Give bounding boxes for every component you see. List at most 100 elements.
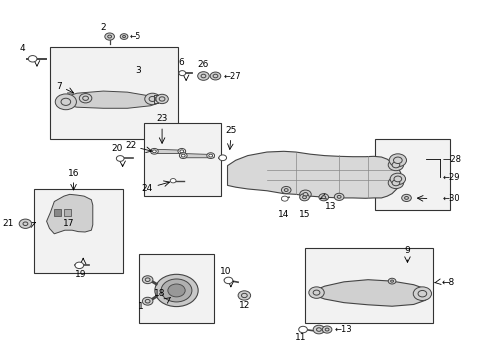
Text: 20: 20 [111, 144, 122, 153]
Circle shape [181, 154, 185, 157]
Bar [139, 253, 214, 323]
Bar [50, 47, 178, 139]
Text: 21: 21 [2, 219, 13, 228]
Text: ←13: ←13 [334, 325, 351, 334]
Circle shape [210, 72, 220, 80]
Circle shape [75, 262, 83, 269]
Circle shape [144, 93, 160, 105]
Circle shape [155, 274, 198, 307]
Circle shape [389, 173, 405, 185]
Text: ←5: ←5 [130, 32, 141, 41]
Circle shape [149, 96, 156, 102]
Circle shape [281, 186, 290, 194]
Bar [374, 139, 449, 211]
Circle shape [104, 33, 114, 40]
Text: —28: —28 [442, 155, 461, 164]
Bar [144, 123, 221, 196]
Text: 12: 12 [238, 301, 249, 310]
Text: 6: 6 [178, 58, 184, 67]
Circle shape [388, 154, 406, 167]
Circle shape [404, 197, 407, 199]
Circle shape [23, 222, 28, 226]
Polygon shape [312, 280, 426, 306]
Circle shape [159, 97, 164, 101]
Circle shape [387, 278, 395, 284]
Circle shape [401, 194, 410, 202]
Circle shape [417, 291, 426, 297]
Polygon shape [46, 194, 93, 234]
Circle shape [197, 72, 209, 80]
Circle shape [150, 148, 158, 154]
Text: 16: 16 [68, 169, 79, 178]
Circle shape [299, 194, 309, 201]
Text: 22: 22 [125, 141, 137, 150]
Circle shape [302, 196, 306, 199]
Text: 25: 25 [225, 126, 236, 135]
Circle shape [178, 148, 185, 154]
Circle shape [116, 156, 124, 161]
Circle shape [213, 74, 218, 78]
Text: ←8: ←8 [440, 278, 453, 287]
Text: 18: 18 [154, 289, 165, 298]
Circle shape [241, 293, 247, 298]
Circle shape [170, 179, 176, 183]
Circle shape [219, 155, 226, 161]
Circle shape [145, 278, 150, 282]
Circle shape [145, 300, 150, 303]
Bar [54, 209, 61, 216]
Polygon shape [66, 91, 157, 108]
Circle shape [312, 290, 319, 295]
Circle shape [79, 94, 92, 103]
Text: 1: 1 [138, 302, 143, 311]
Text: 23: 23 [156, 114, 167, 123]
Bar [64, 209, 70, 216]
Circle shape [156, 94, 168, 104]
Bar [305, 248, 432, 323]
Polygon shape [227, 151, 400, 198]
Circle shape [238, 291, 250, 300]
Text: 13: 13 [324, 202, 336, 211]
Text: 17: 17 [63, 219, 74, 228]
Circle shape [82, 96, 88, 100]
Text: ←29: ←29 [442, 173, 459, 182]
Text: 3: 3 [135, 66, 141, 75]
Circle shape [298, 326, 307, 333]
Text: 26: 26 [197, 60, 209, 69]
Circle shape [28, 55, 37, 62]
Circle shape [122, 36, 125, 38]
Circle shape [152, 150, 156, 153]
Text: 2: 2 [101, 23, 106, 32]
Circle shape [387, 177, 403, 189]
Circle shape [337, 195, 340, 198]
Circle shape [412, 287, 430, 301]
Circle shape [393, 176, 401, 182]
Polygon shape [151, 149, 185, 153]
Circle shape [391, 180, 399, 186]
Circle shape [61, 98, 70, 105]
Text: 4: 4 [20, 44, 25, 53]
Circle shape [316, 328, 321, 331]
Text: 7: 7 [56, 82, 62, 91]
Circle shape [179, 153, 187, 158]
Text: 14: 14 [278, 211, 289, 220]
Circle shape [322, 326, 331, 333]
Text: 10: 10 [220, 267, 231, 276]
Circle shape [201, 74, 205, 78]
Circle shape [390, 280, 393, 282]
Circle shape [179, 71, 185, 76]
Circle shape [393, 157, 401, 163]
Polygon shape [180, 153, 214, 158]
Bar [34, 189, 122, 273]
Circle shape [161, 279, 191, 302]
Circle shape [281, 196, 287, 201]
Circle shape [208, 154, 212, 157]
Circle shape [334, 193, 343, 201]
Circle shape [19, 219, 32, 228]
Circle shape [167, 284, 185, 297]
Circle shape [206, 153, 214, 158]
Text: 15: 15 [298, 211, 309, 220]
Circle shape [318, 194, 328, 201]
Circle shape [180, 150, 183, 153]
Text: 11: 11 [294, 333, 306, 342]
Circle shape [142, 297, 153, 305]
